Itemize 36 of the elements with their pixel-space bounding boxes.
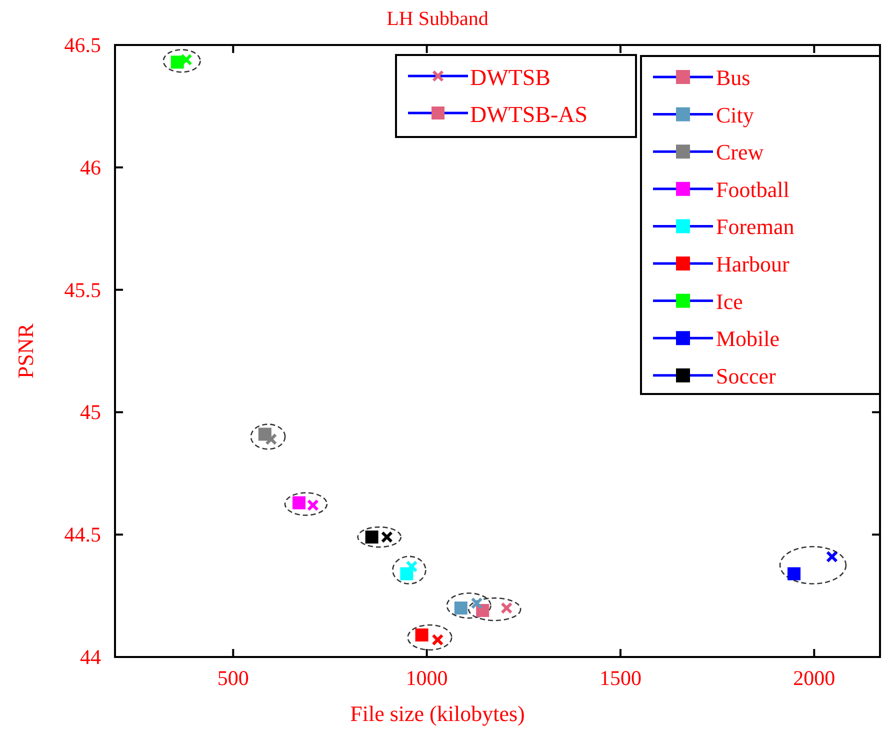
legend-label: Bus (716, 65, 750, 90)
y-tick-label: 44.5 (64, 522, 101, 547)
point (380, 531, 393, 544)
point (454, 602, 468, 615)
legend-label: Crew (716, 140, 764, 165)
annotation: DWTSB (470, 65, 550, 90)
y-tick-label: 44 (80, 645, 102, 669)
point (788, 567, 801, 580)
point (415, 628, 428, 642)
point (306, 499, 319, 512)
x-tick-label: 500 (217, 666, 249, 690)
point (500, 602, 513, 614)
x-tick-label: 1500 (599, 666, 642, 690)
y-tick-label: 45.5 (64, 278, 101, 302)
y-tick-label: 46 (80, 155, 101, 180)
y-tick-label: 45 (80, 400, 101, 424)
x-tick-label: 2000 (793, 666, 836, 690)
legend-label: Harbour (716, 252, 790, 276)
chart-title: LH Subband (386, 8, 488, 30)
legend-label: City (716, 102, 754, 128)
point (365, 530, 378, 544)
point (826, 550, 838, 563)
legend-label: Football (716, 176, 790, 202)
x-axis-title: File size (kilobytes) (350, 701, 525, 726)
y-axis-title: PSNR (13, 323, 38, 379)
x-tick-label: 1000 (406, 666, 448, 690)
legend-label: Mobile (716, 326, 780, 352)
point (476, 604, 490, 617)
annotation: DWTSB-AS (470, 102, 588, 127)
legend-label: Foreman (716, 214, 794, 240)
point (432, 634, 444, 646)
legend-label: Soccer (716, 363, 777, 388)
point (470, 597, 483, 610)
legend-label: Ice (716, 288, 743, 314)
point (292, 496, 306, 510)
y-tick-label: 46.5 (64, 33, 101, 57)
